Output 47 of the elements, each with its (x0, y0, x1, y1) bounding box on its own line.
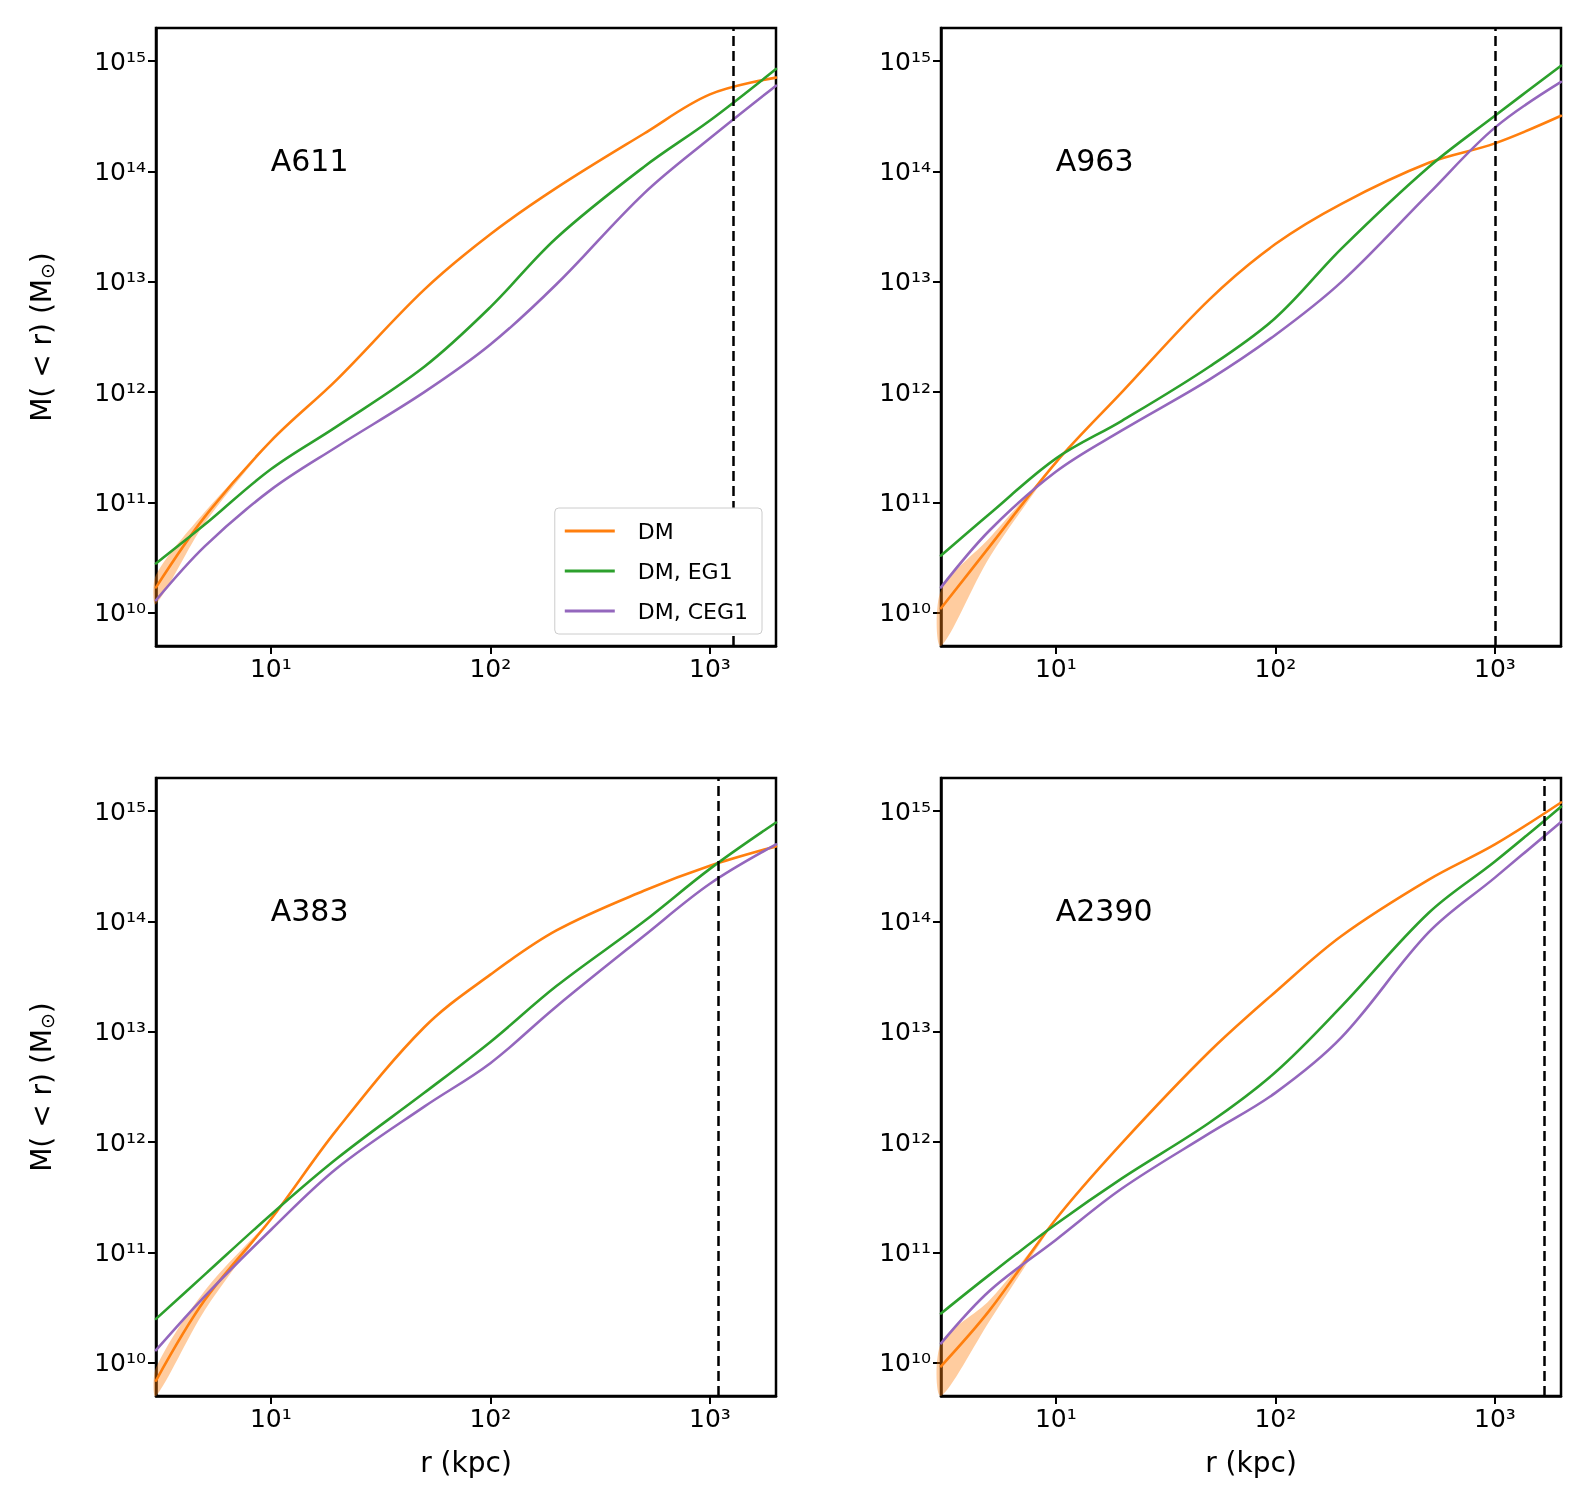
x-tick-label: 10¹ (1034, 1404, 1077, 1433)
y-tick-label: 10¹³ (94, 267, 146, 297)
x-tick-label: 10¹ (249, 654, 292, 683)
y-tick-label: 10¹⁴ (94, 157, 146, 187)
legend-label: DM, EG1 (637, 558, 733, 584)
x-tick-label: 10¹ (249, 1404, 292, 1433)
x-tick-label: 10² (1254, 654, 1297, 683)
y-tick-label: 10¹¹ (879, 1237, 931, 1267)
y-tick-label: 10¹⁴ (94, 907, 146, 937)
x-axis-title: r (kpc) (420, 1445, 512, 1479)
y-axis-title: M( < r) (M⊙) (24, 1002, 58, 1172)
y-tick-label: 10¹³ (879, 1017, 931, 1047)
y-tick-label: 10¹⁵ (94, 796, 146, 826)
x-tick-label: 10³ (688, 1404, 731, 1433)
y-tick-label: 10¹² (94, 1127, 146, 1157)
y-tick-label: 10¹³ (879, 267, 931, 297)
annotation: A963 (1055, 142, 1134, 178)
x-tick-label: 10¹ (1034, 654, 1077, 683)
annotation: A383 (270, 892, 349, 928)
y-tick-label: 10¹⁴ (879, 907, 931, 937)
legend-label: DM, CEG1 (637, 598, 748, 624)
annotation: A2390 (1055, 892, 1153, 928)
x-tick-label: 10³ (688, 654, 731, 683)
x-axis-title: r (kpc) (1205, 1445, 1297, 1479)
x-tick-label: 10² (469, 654, 512, 683)
y-tick-label: 10¹⁰ (879, 598, 931, 628)
y-tick-label: 10¹³ (94, 1017, 146, 1047)
x-tick-label: 10³ (1473, 654, 1516, 683)
x-tick-label: 10² (1254, 1404, 1297, 1433)
y-tick-label: 10¹² (879, 377, 931, 407)
y-tick-label: 10¹⁵ (879, 796, 931, 826)
x-tick-label: 10³ (1473, 1404, 1516, 1433)
y-tick-label: 10¹² (879, 1127, 931, 1157)
y-tick-label: 10¹⁵ (879, 46, 931, 76)
y-tick-label: 10¹⁰ (879, 1348, 931, 1378)
y-tick-label: 10¹⁰ (94, 598, 146, 628)
y-tick-label: 10¹⁰ (94, 1348, 146, 1378)
y-tick-label: 10¹¹ (94, 487, 146, 517)
legend-label: DM (637, 518, 674, 544)
y-tick-label: 10¹¹ (94, 1237, 146, 1267)
x-tick-label: 10² (469, 1404, 512, 1433)
y-tick-label: 10¹⁴ (879, 157, 931, 187)
y-tick-label: 10¹⁵ (94, 46, 146, 76)
annotation: A611 (270, 142, 349, 178)
y-tick-label: 10¹² (94, 377, 146, 407)
y-axis-title: M( < r) (M⊙) (24, 252, 58, 422)
y-tick-label: 10¹¹ (879, 487, 931, 517)
